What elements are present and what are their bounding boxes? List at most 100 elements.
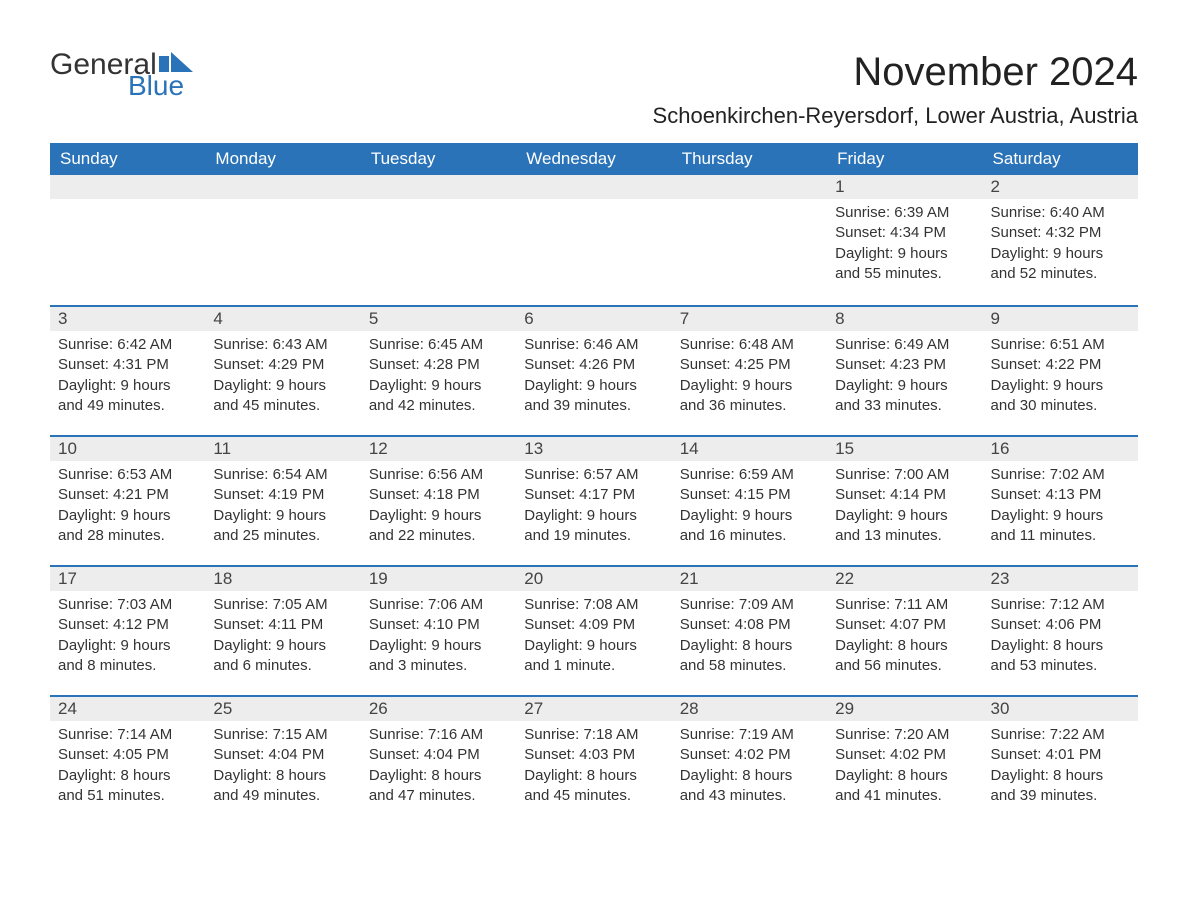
day-cell: 24Sunrise: 7:14 AMSunset: 4:05 PMDayligh… (50, 697, 205, 825)
day-cell: 11Sunrise: 6:54 AMSunset: 4:19 PMDayligh… (205, 437, 360, 565)
day-cell: 28Sunrise: 7:19 AMSunset: 4:02 PMDayligh… (672, 697, 827, 825)
day-number: 27 (516, 697, 671, 721)
daylight-line1: Daylight: 8 hours (680, 766, 819, 786)
day-details: Sunrise: 6:39 AMSunset: 4:34 PMDaylight:… (827, 199, 982, 298)
day-details: Sunrise: 6:45 AMSunset: 4:28 PMDaylight:… (361, 331, 516, 430)
day-cell: 21Sunrise: 7:09 AMSunset: 4:08 PMDayligh… (672, 567, 827, 695)
day-cell: 17Sunrise: 7:03 AMSunset: 4:12 PMDayligh… (50, 567, 205, 695)
day-details: Sunrise: 7:18 AMSunset: 4:03 PMDaylight:… (516, 721, 671, 820)
daylight-line1: Daylight: 9 hours (369, 506, 508, 526)
day-cell: 30Sunrise: 7:22 AMSunset: 4:01 PMDayligh… (983, 697, 1138, 825)
day-cell: 18Sunrise: 7:05 AMSunset: 4:11 PMDayligh… (205, 567, 360, 695)
day-details: Sunrise: 7:14 AMSunset: 4:05 PMDaylight:… (50, 721, 205, 820)
sunset-text: Sunset: 4:06 PM (991, 615, 1130, 635)
sunrise-text: Sunrise: 6:39 AM (835, 203, 974, 223)
daylight-line1: Daylight: 8 hours (680, 636, 819, 656)
daylight-line2: and 55 minutes. (835, 264, 974, 284)
daylight-line1: Daylight: 9 hours (835, 376, 974, 396)
title-block: November 2024 Schoenkirchen-Reyersdorf, … (653, 50, 1138, 129)
day-number (672, 175, 827, 199)
day-cell (50, 175, 205, 305)
sunset-text: Sunset: 4:34 PM (835, 223, 974, 243)
sunset-text: Sunset: 4:10 PM (369, 615, 508, 635)
day-details: Sunrise: 7:00 AMSunset: 4:14 PMDaylight:… (827, 461, 982, 560)
daylight-line2: and 43 minutes. (680, 786, 819, 806)
daylight-line1: Daylight: 9 hours (680, 376, 819, 396)
daylight-line1: Daylight: 8 hours (213, 766, 352, 786)
day-header-fri: Friday (827, 143, 982, 175)
day-details: Sunrise: 6:43 AMSunset: 4:29 PMDaylight:… (205, 331, 360, 430)
day-headers-row: Sunday Monday Tuesday Wednesday Thursday… (50, 143, 1138, 175)
daylight-line2: and 11 minutes. (991, 526, 1130, 546)
day-cell: 1Sunrise: 6:39 AMSunset: 4:34 PMDaylight… (827, 175, 982, 305)
calendar-page: General Blue November 2024 Schoenkirchen… (0, 0, 1188, 865)
day-cell (205, 175, 360, 305)
day-cell: 6Sunrise: 6:46 AMSunset: 4:26 PMDaylight… (516, 307, 671, 435)
day-number (516, 175, 671, 199)
day-number: 14 (672, 437, 827, 461)
day-number: 15 (827, 437, 982, 461)
sunrise-text: Sunrise: 7:02 AM (991, 465, 1130, 485)
sunrise-text: Sunrise: 7:16 AM (369, 725, 508, 745)
day-details: Sunrise: 6:56 AMSunset: 4:18 PMDaylight:… (361, 461, 516, 560)
header: General Blue November 2024 Schoenkirchen… (50, 50, 1138, 129)
sunrise-text: Sunrise: 7:12 AM (991, 595, 1130, 615)
sunset-text: Sunset: 4:23 PM (835, 355, 974, 375)
daylight-line2: and 41 minutes. (835, 786, 974, 806)
sunset-text: Sunset: 4:09 PM (524, 615, 663, 635)
daylight-line2: and 19 minutes. (524, 526, 663, 546)
calendar-week: 1Sunrise: 6:39 AMSunset: 4:34 PMDaylight… (50, 175, 1138, 305)
day-number: 18 (205, 567, 360, 591)
sunset-text: Sunset: 4:13 PM (991, 485, 1130, 505)
day-cell: 27Sunrise: 7:18 AMSunset: 4:03 PMDayligh… (516, 697, 671, 825)
daylight-line1: Daylight: 8 hours (58, 766, 197, 786)
sunrise-text: Sunrise: 7:15 AM (213, 725, 352, 745)
day-number: 28 (672, 697, 827, 721)
sunset-text: Sunset: 4:28 PM (369, 355, 508, 375)
day-details: Sunrise: 7:16 AMSunset: 4:04 PMDaylight:… (361, 721, 516, 820)
calendar-week: 17Sunrise: 7:03 AMSunset: 4:12 PMDayligh… (50, 565, 1138, 695)
day-details: Sunrise: 6:53 AMSunset: 4:21 PMDaylight:… (50, 461, 205, 560)
month-title: November 2024 (653, 50, 1138, 95)
daylight-line2: and 3 minutes. (369, 656, 508, 676)
sunrise-text: Sunrise: 7:08 AM (524, 595, 663, 615)
daylight-line1: Daylight: 9 hours (991, 244, 1130, 264)
daylight-line2: and 53 minutes. (991, 656, 1130, 676)
day-details: Sunrise: 6:42 AMSunset: 4:31 PMDaylight:… (50, 331, 205, 430)
day-number (205, 175, 360, 199)
sunrise-text: Sunrise: 6:59 AM (680, 465, 819, 485)
daylight-line2: and 51 minutes. (58, 786, 197, 806)
sunset-text: Sunset: 4:04 PM (369, 745, 508, 765)
day-details: Sunrise: 7:19 AMSunset: 4:02 PMDaylight:… (672, 721, 827, 820)
sunset-text: Sunset: 4:25 PM (680, 355, 819, 375)
day-details: Sunrise: 6:40 AMSunset: 4:32 PMDaylight:… (983, 199, 1138, 298)
day-number: 29 (827, 697, 982, 721)
day-cell: 19Sunrise: 7:06 AMSunset: 4:10 PMDayligh… (361, 567, 516, 695)
day-number: 2 (983, 175, 1138, 199)
sunrise-text: Sunrise: 7:20 AM (835, 725, 974, 745)
sunset-text: Sunset: 4:05 PM (58, 745, 197, 765)
daylight-line2: and 1 minute. (524, 656, 663, 676)
daylight-line2: and 39 minutes. (524, 396, 663, 416)
day-cell (361, 175, 516, 305)
calendar-week: 3Sunrise: 6:42 AMSunset: 4:31 PMDaylight… (50, 305, 1138, 435)
sunrise-text: Sunrise: 6:46 AM (524, 335, 663, 355)
daylight-line1: Daylight: 8 hours (524, 766, 663, 786)
daylight-line2: and 6 minutes. (213, 656, 352, 676)
day-header-sun: Sunday (50, 143, 205, 175)
daylight-line1: Daylight: 8 hours (835, 636, 974, 656)
day-header-wed: Wednesday (516, 143, 671, 175)
day-number: 22 (827, 567, 982, 591)
sunset-text: Sunset: 4:19 PM (213, 485, 352, 505)
day-number: 4 (205, 307, 360, 331)
location-subtitle: Schoenkirchen-Reyersdorf, Lower Austria,… (653, 103, 1138, 129)
sunrise-text: Sunrise: 6:54 AM (213, 465, 352, 485)
day-details: Sunrise: 7:05 AMSunset: 4:11 PMDaylight:… (205, 591, 360, 690)
day-cell: 13Sunrise: 6:57 AMSunset: 4:17 PMDayligh… (516, 437, 671, 565)
day-number: 6 (516, 307, 671, 331)
daylight-line1: Daylight: 8 hours (991, 636, 1130, 656)
sunrise-text: Sunrise: 6:43 AM (213, 335, 352, 355)
daylight-line2: and 25 minutes. (213, 526, 352, 546)
daylight-line2: and 22 minutes. (369, 526, 508, 546)
sunrise-text: Sunrise: 7:18 AM (524, 725, 663, 745)
